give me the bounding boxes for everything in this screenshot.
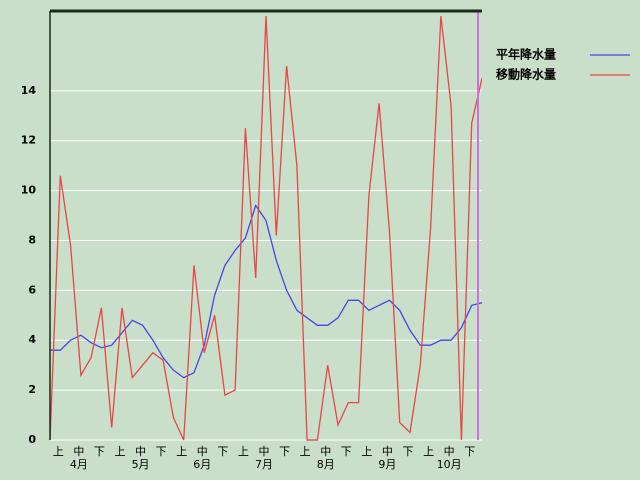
series-line [50, 204, 482, 379]
y-tick-label: 0 [28, 433, 36, 446]
month-label: 9月 [378, 458, 396, 471]
x-tick-label: 中 [135, 445, 146, 458]
y-tick-label: 4 [28, 333, 36, 346]
labels: 02468101214上中下上中下上中下上中下上中下上中下上中下4月 5月 6月 7月… [21, 47, 630, 471]
legend-label: 移動降水量 [496, 67, 556, 82]
y-tick-label: 14 [21, 84, 37, 97]
y-tick-label: 8 [28, 233, 36, 246]
x-tick-label: 中 [320, 445, 331, 458]
x-tick-label: 下 [464, 445, 475, 458]
month-label: 4月 [70, 458, 88, 471]
x-tick-label: 中 [73, 445, 84, 458]
x-tick-label: 下 [403, 445, 414, 458]
legend-label: 平年降水量 [496, 47, 556, 62]
x-tick-label: 上 [300, 445, 311, 458]
y-tick-label: 2 [28, 383, 36, 396]
x-tick-label: 下 [217, 445, 228, 458]
month-label: 10月 [437, 458, 462, 471]
x-tick-label: 下 [94, 445, 105, 458]
month-label: 8月 [317, 458, 335, 471]
y-tick-label: 10 [21, 184, 37, 197]
x-tick-label: 上 [238, 445, 249, 458]
x-tick-label: 中 [259, 445, 270, 458]
month-label: 6月 [193, 458, 211, 471]
x-tick-label: 上 [53, 445, 64, 458]
x-tick-label: 上 [423, 445, 434, 458]
y-tick-label: 6 [28, 283, 36, 296]
grid [50, 90, 482, 441]
y-tick-label: 12 [21, 134, 36, 147]
x-tick-label: 下 [156, 445, 167, 458]
x-tick-label: 上 [176, 445, 187, 458]
series-line [50, 15, 482, 441]
month-label: 7月 [255, 458, 273, 471]
x-tick-label: 中 [197, 445, 208, 458]
x-tick-label: 下 [341, 445, 352, 458]
x-tick-label: 上 [115, 445, 126, 458]
plot-lines [50, 15, 482, 441]
x-tick-label: 上 [361, 445, 372, 458]
x-tick-label: 中 [444, 445, 455, 458]
month-label: 5月 [132, 458, 150, 471]
x-tick-label: 中 [382, 445, 393, 458]
x-tick-label: 下 [279, 445, 290, 458]
